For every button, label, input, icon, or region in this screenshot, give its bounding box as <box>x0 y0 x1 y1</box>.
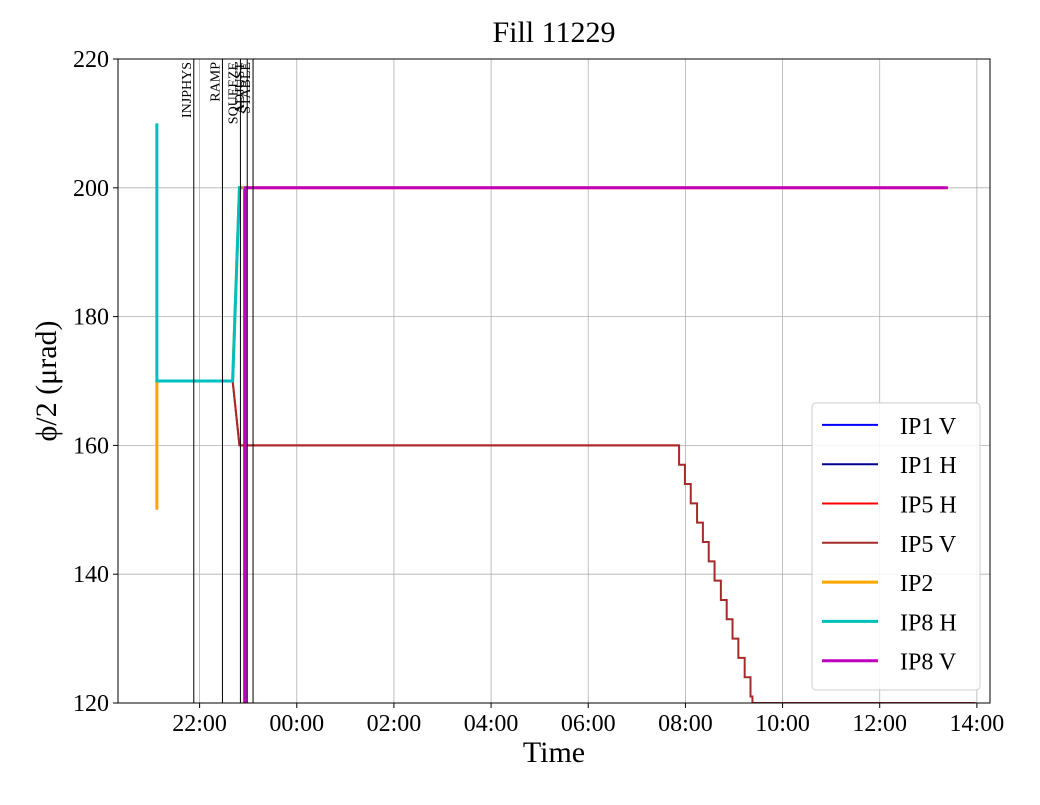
x-tick-label: 10:00 <box>755 711 810 737</box>
legend-label: IP8 V <box>900 650 957 676</box>
legend-label: IP1 V <box>900 414 957 440</box>
x-tick-label: 12:00 <box>852 711 907 737</box>
series-line <box>156 380 976 703</box>
x-axis-label: Time <box>523 736 585 769</box>
axes-frame <box>117 58 991 704</box>
legend-box <box>811 402 981 691</box>
x-tick-label: 02:00 <box>367 711 422 737</box>
y-tick-label: 180 <box>73 305 109 331</box>
x-tick-label: 00:00 <box>269 711 324 737</box>
x-tick-label: 22:00 <box>172 711 227 737</box>
event-label: INJPHYS <box>180 62 195 118</box>
y-axis-label: ϕ/2 (μrad) <box>30 321 63 442</box>
y-tick-label: 120 <box>73 691 109 717</box>
x-tick-label: 06:00 <box>561 711 616 737</box>
legend-label: IP8 H <box>900 610 957 636</box>
x-tick-label: 04:00 <box>464 711 519 737</box>
legend-label: IP2 <box>900 571 933 597</box>
y-tick-label: 140 <box>73 562 109 588</box>
x-tick-label: 08:00 <box>658 711 713 737</box>
axes: 120 140 160 180 200 220 22:00 00:00 02:00 04:00 06… <box>73 47 1004 737</box>
legend-label: IP1 H <box>900 453 957 479</box>
legend-label: IP5 V <box>900 532 957 558</box>
event-label: SQUEEZE <box>226 62 241 124</box>
y-tick-label: 200 <box>73 176 109 202</box>
y-tick-label: 220 <box>73 47 109 73</box>
x-tick-label: 14:00 <box>950 711 1005 737</box>
legend-label: IP5 H <box>900 493 957 519</box>
y-tick-label: 160 <box>73 433 109 459</box>
legend: IP1 V IP1 H IP5 H IP5 V IP2 IP8 H IP8 V <box>811 402 981 691</box>
chart-title: Fill 11229 <box>492 16 615 49</box>
event-label: RAMP <box>208 62 223 102</box>
event-label: ADJUST <box>233 62 248 115</box>
event-label: STABLE <box>239 62 254 114</box>
